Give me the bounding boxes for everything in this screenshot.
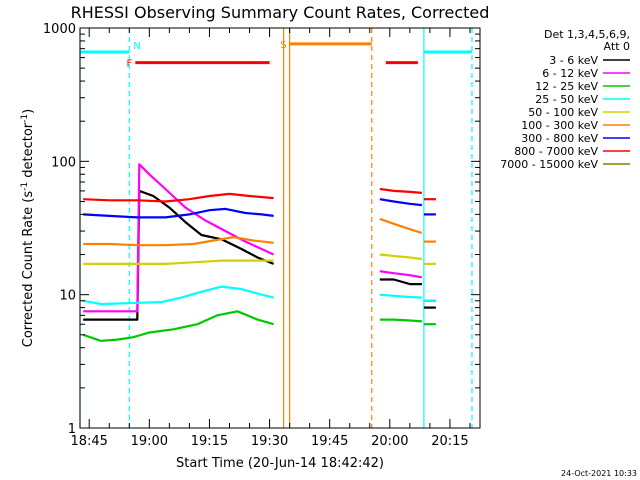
- legend-header-attenuator: Att 0: [604, 40, 630, 53]
- legend-entry-label: 6 - 12 keV: [542, 67, 598, 80]
- legend-entry-label: 300 - 800 keV: [521, 132, 598, 145]
- x-tick-label: 19:45: [311, 434, 348, 449]
- y-axis-label-sup1: -1: [20, 182, 30, 191]
- y-axis-label-part2: detector: [21, 122, 36, 182]
- series-line: [83, 207, 274, 219]
- x-tick-label: 18:45: [70, 434, 107, 449]
- x-tick-label: 19:00: [131, 434, 168, 449]
- y-tick-label: 100: [51, 155, 76, 170]
- x-tick-label: 20:15: [431, 434, 468, 449]
- legend-entry-label: 3 - 6 keV: [549, 54, 598, 67]
- series-line: [83, 285, 274, 306]
- flag-label: F: [127, 59, 133, 70]
- legend-entry-label: 100 - 300 keV: [521, 119, 598, 132]
- plot-frame: [79, 27, 481, 429]
- legend-entry-label: 50 - 100 keV: [528, 106, 598, 119]
- x-tick-label: 19:30: [251, 434, 288, 449]
- legend-entry-label: 7000 - 15000 keV: [500, 158, 598, 171]
- series-line: [379, 217, 423, 235]
- y-axis-label-part1: Corrected Count Rate (s: [21, 191, 36, 348]
- y-tick-label: 10: [59, 289, 76, 304]
- legend-entry-label: 12 - 25 keV: [535, 80, 598, 93]
- series-line: [379, 278, 422, 286]
- series-line: [379, 270, 423, 279]
- legend-entry-label: 25 - 50 keV: [535, 93, 598, 106]
- y-axis-label-sup2: -1: [20, 114, 30, 123]
- x-tick-label: 19:15: [191, 434, 228, 449]
- series-line: [379, 187, 422, 194]
- flag-label: N: [133, 41, 140, 52]
- series-line: [379, 293, 422, 299]
- legend-header-detectors: Det 1,3,4,5,6,9,: [544, 28, 630, 41]
- flags-layer: NF S: [80, 40, 472, 70]
- series-line: [82, 310, 274, 342]
- series-line: [83, 163, 275, 313]
- footer-date: 24-Oct-2021 10:33: [561, 469, 637, 478]
- series-layer: [82, 163, 436, 342]
- series-line: [379, 253, 423, 261]
- x-tick-label: 20:00: [371, 434, 408, 449]
- series-line: [379, 198, 423, 207]
- series-line: [83, 189, 275, 321]
- flag-label: S: [280, 40, 286, 51]
- series-line: [83, 259, 274, 265]
- series-line: [83, 236, 274, 247]
- chart-title: RHESSI Observing Summary Count Rates, Co…: [71, 3, 490, 22]
- x-ticks: 18:45 19:00 19:15 19:30 19:45 20:00 20:15: [70, 28, 471, 449]
- markers-layer: [79, 28, 473, 428]
- y-ticks: 1 10 100 1000: [43, 22, 480, 437]
- y-axis-label-part3: ): [21, 109, 36, 114]
- y-tick-label: 1000: [43, 22, 76, 37]
- legend-entry-label: 800 - 7000 keV: [514, 145, 598, 158]
- series-line: [379, 318, 422, 323]
- y-axis-label: Corrected Count Rate (s-1 detector-1): [20, 109, 36, 347]
- x-axis-label: Start Time (20-Jun-14 18:42:42): [176, 456, 384, 471]
- y-tick-label: 1: [68, 422, 76, 437]
- series-line: [83, 192, 274, 203]
